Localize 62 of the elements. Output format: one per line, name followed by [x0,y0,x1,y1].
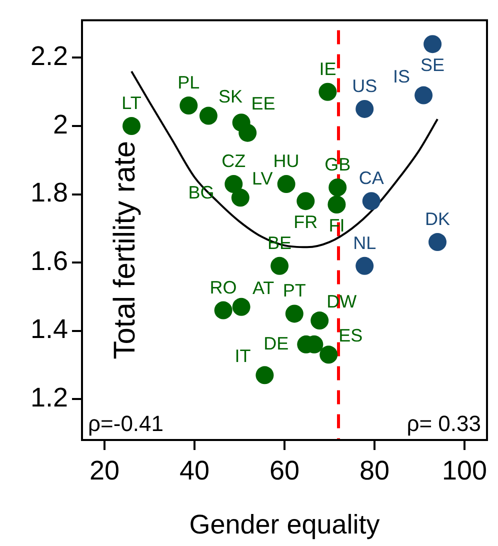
annotation: SE [420,55,445,76]
annotation: IS [393,66,410,86]
point [231,188,250,207]
annotation: GB [324,154,351,174]
point [428,233,446,252]
annotation: IT [234,346,251,366]
y-tick-label: 1.4 [30,314,68,344]
point [122,117,140,136]
annotation: DE [264,333,289,354]
point [199,106,218,125]
point [256,366,274,384]
point [214,301,232,320]
point [232,298,250,316]
x-tick-label: 20 [89,456,120,486]
point [414,86,433,104]
point [285,304,304,323]
x-axis-title: Gender equality [189,509,380,540]
y-tick-label: 2.2 [30,41,68,72]
y-tick-label: 1.2 [30,382,68,412]
point [424,35,442,54]
y-tick-label: 1.8 [30,178,68,208]
x-tick-label: 80 [359,456,390,486]
point [318,82,337,101]
point [328,178,347,196]
point [224,175,243,194]
point [238,124,257,142]
y-axis-title: Total fertility rate [108,140,142,360]
annotation: SK [218,86,242,107]
y-tick-label: 1.6 [30,246,68,276]
point [362,192,380,210]
annotation: ρ= 0.33 [406,411,481,436]
point [270,256,289,275]
annotation: DK [424,209,450,230]
annotation: FR [294,212,318,232]
point [310,312,329,330]
point [328,196,346,214]
point [356,256,374,275]
annotation: HU [273,150,300,171]
x-tick-label: 40 [179,456,210,486]
annotation: PT [282,280,306,301]
x-tick-label: 60 [269,456,300,486]
annotation: AT [252,278,274,298]
annotation: EE [251,94,276,114]
annotation: ES [338,326,363,346]
annotation: IE [319,58,336,79]
annotation: RO [210,277,237,298]
point [180,96,198,115]
y-tick-label: 2 [52,109,68,140]
annotation: US [352,76,378,96]
point [356,100,374,118]
annotation: CZ [222,150,246,171]
point [296,192,315,210]
annotation: LT [122,92,142,113]
annotation: PL [178,72,200,92]
point [320,346,338,364]
x-tick-label: 100 [442,456,488,486]
annotation: FI [328,215,345,236]
annotation: LV [252,168,273,189]
annotation: ρ=-0.41 [88,411,164,436]
annotation: NL [353,232,376,253]
annotation: CA [358,168,384,188]
point [277,175,296,194]
